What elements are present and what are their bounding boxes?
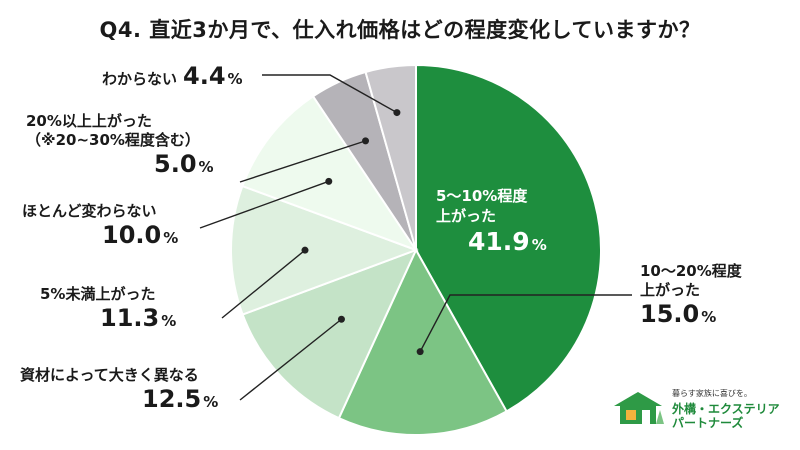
slice-label-text: ほとんど変わらない [22, 202, 157, 220]
slice-value: 5.0% [154, 150, 214, 178]
slice-label-text: 5%未満上がった [40, 285, 156, 303]
leader-dot [337, 315, 345, 323]
logo-name: パートナーズ [672, 416, 744, 430]
logo-tagline: 暮らす家族に喜びを。 [672, 389, 752, 398]
slice-value: 11.3% [100, 304, 177, 332]
slice-label-10-20: 10～20%程度 上がった 15.0% [640, 262, 742, 331]
brand-logo: 暮らす家族に喜びを。 外構・エクステリア パートナーズ [612, 388, 782, 430]
slice-label-text: 10～20%程度 [640, 262, 742, 280]
pie-slice [415, 63, 602, 413]
logo-name: 外構・エクステリア [672, 402, 780, 416]
leader-line [239, 318, 342, 401]
pie-slice [230, 184, 419, 316]
slice-value: わからない 4.4% [102, 62, 243, 90]
slice-value: 15.0% [640, 300, 717, 328]
pie-slices [230, 63, 602, 436]
slice-label-text: 資材によって大きく異なる [20, 366, 199, 384]
pie-slice [364, 63, 417, 251]
leader-dot [325, 177, 333, 185]
leader-dot [393, 109, 401, 117]
slice-label-over-20: 20%以上上がった （※20~30%程度含む） 5.0% [26, 112, 214, 181]
slice-label-no-change: ほとんど変わらない 10.0% [22, 202, 178, 252]
leader-line [419, 294, 632, 352]
slice-label-text: （※20~30%程度含む） [26, 131, 200, 149]
leader-line [199, 180, 330, 229]
leader-line [262, 74, 398, 114]
slice-label-text: 5～10%程度 [436, 187, 528, 205]
pie-slice [241, 248, 418, 420]
slice-label-text: 上がった [436, 207, 497, 225]
slice-label-text: 20%以上上がった [26, 112, 152, 130]
leader-line [239, 140, 366, 183]
slice-value: 41.9% [468, 227, 547, 256]
leader-dot [301, 246, 309, 254]
slice-label-varies: 資材によって大きく異なる 12.5% [20, 366, 218, 416]
pie-slice [337, 247, 508, 436]
leader-line [221, 249, 306, 319]
chart-title: Q4. 直近3か月で、仕入れ価格はどの程度変化していますか？ [99, 18, 701, 42]
house-logo-icon [614, 392, 664, 424]
slice-label-under-5: 5%未満上がった 11.3% [40, 285, 176, 335]
slice-label-text: 上がった [640, 281, 701, 299]
slice-label-5-10: 5～10%程度 上がった 41.9% [436, 186, 547, 261]
slice-value: 10.0% [102, 221, 179, 249]
leader-lines [199, 74, 632, 401]
leader-dot [416, 348, 424, 356]
slice-value: 12.5% [142, 385, 219, 413]
slice-label-unknown: わからない 4.4% [102, 62, 243, 93]
leader-dot [362, 137, 370, 145]
